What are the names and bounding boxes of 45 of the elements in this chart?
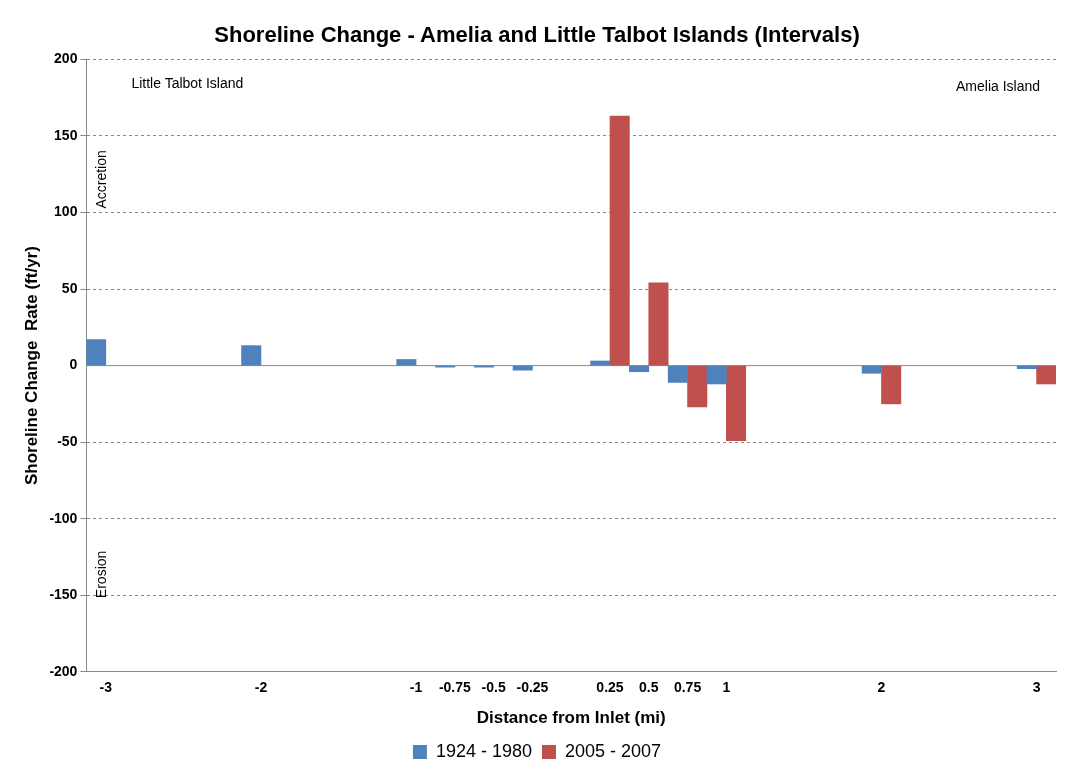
y-tick-label: 50 xyxy=(61,279,78,296)
annotation: Amelia Island xyxy=(956,78,1041,95)
bar xyxy=(667,365,688,383)
bar xyxy=(1036,365,1056,385)
y-tick-label: 0 xyxy=(69,356,78,373)
y-tick-label: -100 xyxy=(49,509,78,526)
bar xyxy=(881,365,902,405)
x-tick-label: -0.75 xyxy=(438,679,472,696)
bar xyxy=(1016,365,1037,369)
y-tick-label: -150 xyxy=(49,586,78,603)
x-tick-label: -1 xyxy=(409,679,423,696)
x-tick-label: 0.75 xyxy=(673,679,702,696)
bar xyxy=(726,365,747,441)
x-tick-label: -0.5 xyxy=(481,679,506,696)
annotation: Erosion xyxy=(93,550,110,599)
y-tick-label: 100 xyxy=(54,203,78,220)
bar xyxy=(629,365,650,373)
bar xyxy=(861,365,882,374)
y-tick-label: -200 xyxy=(49,662,78,679)
y-tick-label: -50 xyxy=(57,433,78,450)
bar xyxy=(706,365,727,385)
annotation: Little Talbot Island xyxy=(131,75,244,92)
x-tick-label: 3 xyxy=(1032,679,1041,696)
x-tick-label: 0.5 xyxy=(639,679,659,696)
x-axis-title: Distance from Inlet (mi) xyxy=(476,708,666,728)
bar xyxy=(687,365,708,408)
chart-title: Shoreline Change - Amelia and Little Talbot Islands (Intervals) xyxy=(214,22,860,48)
legend-label: 2005 - 2007 xyxy=(565,740,662,761)
bar xyxy=(609,115,630,366)
y-tick-label: 150 xyxy=(54,126,78,143)
x-tick-label: -3 xyxy=(99,679,113,696)
bar xyxy=(648,282,669,366)
x-tick-label: 0.25 xyxy=(596,679,624,696)
x-tick-label: 1 xyxy=(722,679,731,696)
x-tick-label: -0.25 xyxy=(516,679,549,696)
x-tick-label: 2 xyxy=(877,679,886,696)
x-tick-label: -2 xyxy=(254,679,268,696)
bar xyxy=(241,345,262,366)
bar xyxy=(396,359,417,366)
annotation: Accretion xyxy=(93,150,110,209)
y-tick-label: 200 xyxy=(54,50,78,67)
bar xyxy=(512,365,533,371)
legend-label: 1924 - 1980 xyxy=(435,740,533,761)
bar xyxy=(86,339,107,366)
y-axis-title: Shoreline Change Rate (ft/yr) xyxy=(21,246,41,486)
